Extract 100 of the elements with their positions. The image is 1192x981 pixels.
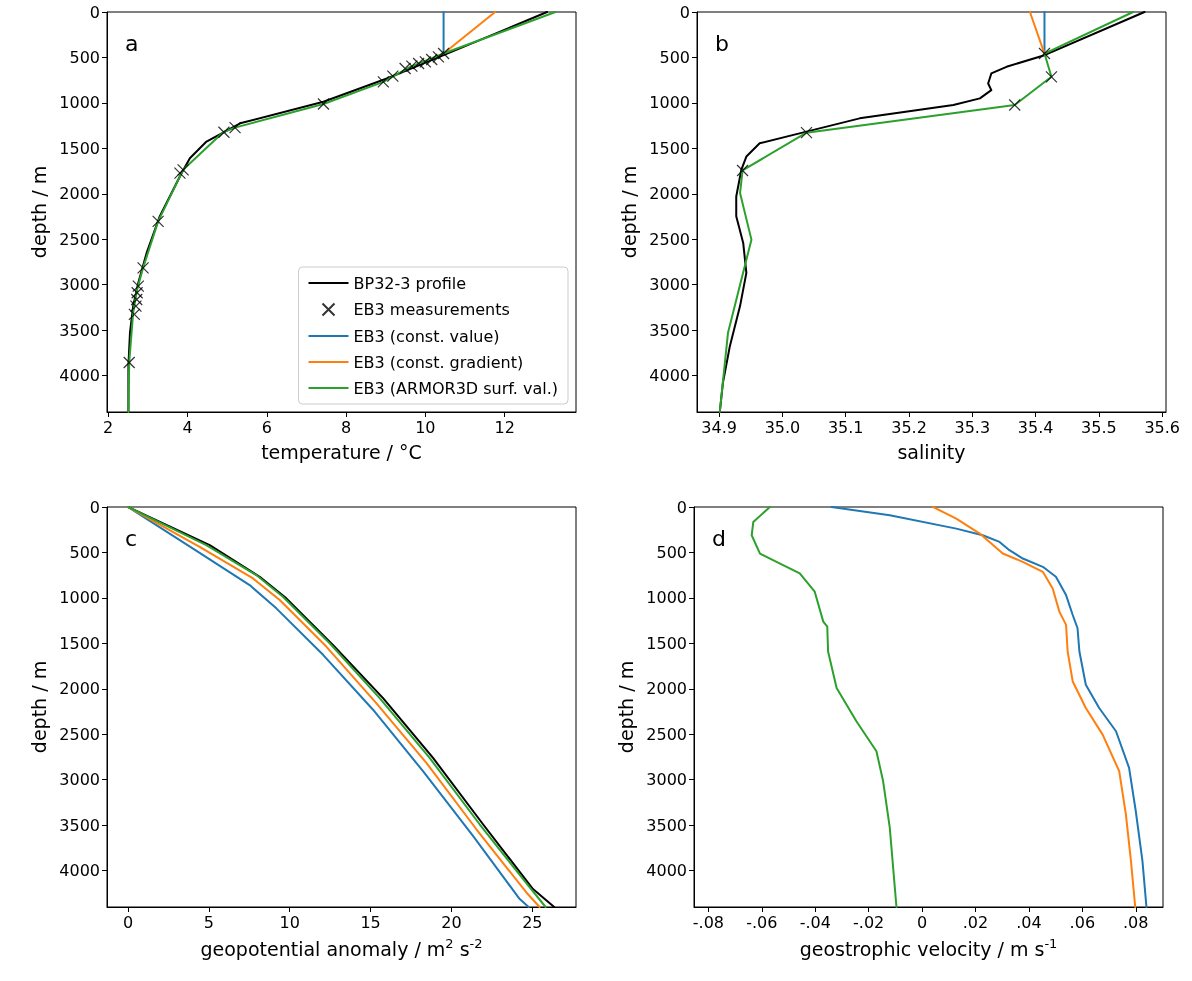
- point: [1008, 98, 1021, 112]
- point: [228, 121, 242, 134]
- point: [1038, 47, 1051, 60]
- y-tick-label: 3500: [59, 815, 100, 835]
- y-tick-label: 3500: [649, 320, 690, 340]
- y-tick-label: 1500: [59, 633, 100, 653]
- legend-label: EB3 measurements: [353, 300, 510, 319]
- annotation: c: [125, 525, 138, 551]
- x-tick-label: .04: [1016, 912, 1042, 932]
- y-axis-title: depth / m: [617, 165, 640, 259]
- x-tick-label: 35.1: [827, 417, 864, 437]
- x-tick-label: 0: [122, 912, 134, 932]
- point: [152, 215, 165, 228]
- line-series: [932, 506, 1137, 908]
- x-tick-label: 35.3: [954, 417, 991, 437]
- annotation: d: [712, 525, 726, 551]
- x-tick-label: 2: [103, 417, 114, 437]
- point: [217, 126, 231, 139]
- y-tick-label: 1500: [59, 138, 100, 158]
- legend-label: EB3 (const. gradient): [353, 352, 524, 372]
- annotation: a: [125, 30, 139, 56]
- x-tick-label: 35.4: [1017, 417, 1054, 437]
- y-tick-label: 4000: [646, 861, 687, 881]
- point: [136, 261, 150, 274]
- legend-label: EB3 (ARMOR3D surf. val.): [353, 378, 558, 398]
- x-tick-label: 35.0: [764, 417, 801, 437]
- x-tick-label: 35.5: [1081, 417, 1117, 437]
- y-tick-label: 2500: [649, 229, 690, 249]
- y-axis-title: depth / m: [27, 165, 50, 259]
- x-tick-label: 20: [441, 912, 462, 932]
- point: [1045, 70, 1058, 83]
- y-tick-label: 1500: [649, 138, 690, 158]
- x-tick-label: .08: [1123, 912, 1149, 932]
- x-tick-label: 35.2: [891, 417, 927, 437]
- y-tick-label: 4000: [59, 366, 100, 386]
- x-tick-label: 10: [415, 417, 436, 437]
- y-tick-label: 3000: [59, 275, 100, 295]
- x-tick-label: 34.9: [701, 417, 737, 437]
- y-tick-label: 1000: [59, 588, 100, 608]
- y-tick-label: 3500: [646, 815, 687, 835]
- y-tick-label: 4000: [59, 861, 100, 881]
- y-tick-label: 2000: [649, 184, 690, 204]
- point: [425, 53, 438, 66]
- x-tick-label: -.04: [799, 912, 831, 932]
- point: [177, 163, 190, 176]
- y-tick-label: 0: [676, 497, 687, 517]
- y-tick-label: 500: [656, 542, 687, 562]
- point: [399, 62, 412, 75]
- y-tick-label: 0: [89, 2, 100, 22]
- y-tick-label: 2000: [646, 679, 687, 699]
- y-tick-label: 1000: [646, 588, 687, 608]
- x-tick-label: .06: [1069, 912, 1096, 932]
- legend-label: BP32-3 profile: [353, 273, 467, 293]
- point: [412, 57, 425, 70]
- point: [405, 60, 418, 73]
- point: [736, 164, 749, 177]
- y-tick-label: 500: [69, 542, 100, 562]
- x-tick-label: 10: [279, 912, 300, 932]
- x-tick-label: -.06: [746, 912, 778, 932]
- x-tick-label: 25: [522, 912, 543, 932]
- y-tick-label: 3500: [59, 320, 100, 340]
- x-tick-label: 12: [494, 417, 515, 437]
- y-tick-label: 2000: [59, 184, 100, 204]
- x-tick-label: -.08: [692, 912, 725, 932]
- x-tick-label: 35.6: [1144, 417, 1181, 437]
- point: [317, 97, 330, 111]
- x-tick-label: -.02: [853, 912, 885, 932]
- y-tick-label: 0: [679, 2, 690, 22]
- x-tick-label: 0: [917, 912, 928, 932]
- x-tick-label: 6: [261, 417, 272, 437]
- x-tick-label: .02: [962, 912, 989, 932]
- point: [437, 47, 450, 60]
- y-tick-label: 2000: [59, 679, 100, 699]
- point: [800, 126, 813, 139]
- y-tick-label: 2500: [59, 229, 100, 249]
- x-tick-label: 4: [182, 417, 193, 437]
- y-tick-label: 3000: [649, 275, 690, 295]
- x-tick-label: 5: [203, 912, 214, 932]
- point: [123, 356, 136, 369]
- y-tick-label: 0: [89, 497, 100, 517]
- y-tick-label: 3000: [646, 770, 687, 790]
- line-series: [830, 506, 1148, 908]
- y-tick-label: 1000: [59, 93, 100, 113]
- point: [377, 75, 390, 88]
- legend-label: EB3 (const. value): [353, 326, 500, 346]
- y-tick-label: 2500: [59, 724, 100, 744]
- y-axis-title: depth / m: [614, 660, 637, 754]
- annotation: b: [715, 30, 729, 56]
- y-tick-label: 2500: [646, 724, 687, 744]
- y-tick-label: 1500: [646, 633, 687, 653]
- y-tick-label: 4000: [649, 366, 690, 386]
- x-axis-title: salinity: [897, 440, 966, 463]
- point: [173, 167, 187, 180]
- y-tick-label: 500: [69, 47, 100, 67]
- y-axis-title: depth / m: [27, 660, 50, 754]
- x-tick-label: 15: [360, 912, 381, 932]
- y-tick-label: 500: [659, 47, 690, 67]
- x-axis-title: temperature / °C: [261, 440, 422, 463]
- line-series: [750, 506, 898, 908]
- point: [419, 55, 432, 68]
